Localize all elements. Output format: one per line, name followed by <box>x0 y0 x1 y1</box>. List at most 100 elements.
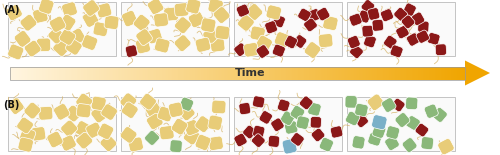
Bar <box>100 66 102 80</box>
FancyBboxPatch shape <box>259 111 272 124</box>
Bar <box>356 66 358 80</box>
Bar <box>58 66 60 80</box>
Bar <box>322 66 324 80</box>
Bar <box>180 66 182 80</box>
Bar <box>239 66 241 80</box>
Bar <box>345 66 347 80</box>
FancyBboxPatch shape <box>274 32 290 47</box>
Bar <box>327 66 329 80</box>
Bar <box>196 66 198 80</box>
Bar <box>72 66 74 80</box>
Bar <box>68 66 70 80</box>
Bar <box>124 66 126 80</box>
Bar <box>158 66 160 80</box>
Bar <box>344 66 345 80</box>
FancyBboxPatch shape <box>100 104 117 120</box>
FancyBboxPatch shape <box>24 102 41 119</box>
Bar <box>360 66 362 80</box>
FancyBboxPatch shape <box>60 135 76 151</box>
FancyBboxPatch shape <box>184 128 200 145</box>
Bar <box>210 66 212 80</box>
Bar <box>433 66 435 80</box>
Bar <box>302 66 304 80</box>
FancyBboxPatch shape <box>8 98 24 115</box>
Bar <box>384 66 386 80</box>
FancyBboxPatch shape <box>256 35 272 52</box>
FancyBboxPatch shape <box>82 0 100 16</box>
FancyBboxPatch shape <box>16 117 34 134</box>
Bar <box>388 66 390 80</box>
Bar <box>286 66 288 80</box>
Bar <box>346 66 348 80</box>
Bar <box>104 66 106 80</box>
Bar <box>110 66 112 80</box>
Bar <box>62 66 64 80</box>
Bar <box>101 66 103 80</box>
Bar <box>410 66 412 80</box>
FancyBboxPatch shape <box>62 2 78 17</box>
FancyBboxPatch shape <box>239 102 250 115</box>
FancyBboxPatch shape <box>136 38 150 54</box>
FancyBboxPatch shape <box>406 115 420 130</box>
FancyBboxPatch shape <box>20 14 37 31</box>
FancyBboxPatch shape <box>145 102 162 118</box>
FancyBboxPatch shape <box>126 45 138 57</box>
Bar <box>108 66 110 80</box>
Bar <box>421 66 423 80</box>
Bar <box>89 66 91 80</box>
Bar <box>265 66 267 80</box>
Bar <box>78 66 80 80</box>
Bar <box>189 66 191 80</box>
Bar <box>245 66 247 80</box>
FancyBboxPatch shape <box>38 106 53 120</box>
Bar <box>92 66 94 80</box>
Bar <box>412 66 414 80</box>
FancyBboxPatch shape <box>154 38 170 53</box>
FancyBboxPatch shape <box>104 15 119 29</box>
Bar <box>292 66 294 80</box>
FancyBboxPatch shape <box>31 127 46 141</box>
Bar <box>30 66 32 80</box>
Bar <box>127 66 129 80</box>
Bar <box>444 66 446 80</box>
FancyBboxPatch shape <box>100 135 117 152</box>
Bar <box>160 66 162 80</box>
FancyBboxPatch shape <box>403 3 416 16</box>
FancyBboxPatch shape <box>242 125 256 139</box>
FancyBboxPatch shape <box>266 5 281 20</box>
Bar <box>56 66 58 80</box>
Bar <box>202 66 204 80</box>
Bar <box>439 66 441 80</box>
FancyBboxPatch shape <box>311 128 325 142</box>
Bar <box>358 66 360 80</box>
Bar <box>226 66 228 80</box>
Bar <box>190 66 192 80</box>
Bar <box>113 66 115 80</box>
Bar <box>172 66 174 80</box>
Bar <box>8 2 116 56</box>
FancyBboxPatch shape <box>308 102 321 116</box>
Bar <box>207 66 209 80</box>
Bar <box>121 97 229 151</box>
Bar <box>448 66 450 80</box>
FancyBboxPatch shape <box>293 35 307 48</box>
Bar <box>83 66 85 80</box>
Bar <box>377 66 379 80</box>
FancyBboxPatch shape <box>122 10 138 27</box>
Bar <box>50 66 51 80</box>
Bar <box>415 66 417 80</box>
Bar <box>372 66 374 80</box>
Bar <box>18 66 20 80</box>
Bar <box>382 66 384 80</box>
FancyBboxPatch shape <box>380 9 394 22</box>
Bar <box>140 66 142 80</box>
Bar <box>330 66 332 80</box>
Bar <box>192 66 194 80</box>
Bar <box>182 66 184 80</box>
FancyBboxPatch shape <box>244 42 258 57</box>
Bar <box>436 66 438 80</box>
FancyBboxPatch shape <box>86 122 102 138</box>
Bar <box>201 66 203 80</box>
FancyBboxPatch shape <box>394 7 407 21</box>
Bar <box>251 66 253 80</box>
